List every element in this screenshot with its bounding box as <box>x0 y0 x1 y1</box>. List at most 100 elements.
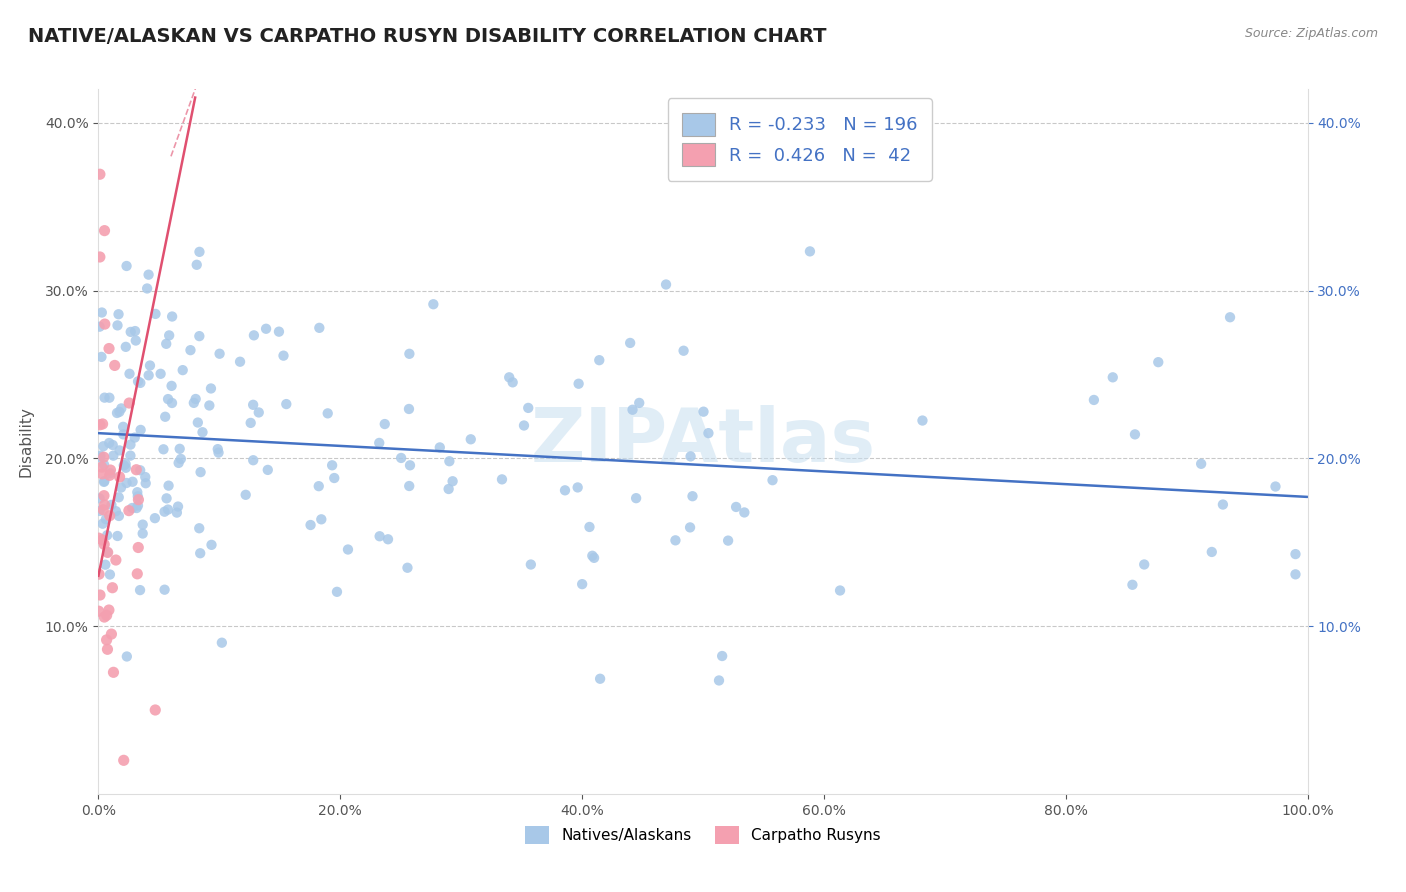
Point <box>188 521 211 535</box>
Point <box>588 353 610 368</box>
Point <box>568 376 591 391</box>
Point <box>761 473 783 487</box>
Point <box>93 498 115 512</box>
Point <box>87 531 110 545</box>
Point <box>108 470 131 484</box>
Point <box>127 375 149 389</box>
Point <box>517 401 540 415</box>
Point <box>502 376 524 390</box>
Point <box>104 359 127 373</box>
Point <box>396 560 419 574</box>
Point <box>398 347 420 361</box>
Point <box>578 520 600 534</box>
Point <box>276 397 298 411</box>
Point <box>139 359 162 373</box>
Point <box>120 449 142 463</box>
Point <box>157 478 180 492</box>
Point <box>155 336 177 351</box>
Point <box>134 470 156 484</box>
Point <box>1083 392 1105 407</box>
Point <box>1123 427 1146 442</box>
Point <box>323 471 346 485</box>
Point <box>136 281 159 295</box>
Point <box>93 450 115 464</box>
Point <box>1133 558 1156 572</box>
Point <box>207 442 229 457</box>
Point <box>98 467 121 481</box>
Point <box>1147 355 1170 369</box>
Point <box>98 391 121 405</box>
Point <box>1212 498 1234 512</box>
Point <box>132 517 155 532</box>
Point <box>389 450 412 465</box>
Point <box>571 577 593 591</box>
Point <box>520 558 543 572</box>
Point <box>127 485 149 500</box>
Point <box>692 405 714 419</box>
Point <box>107 529 129 543</box>
Point <box>89 588 111 602</box>
Point <box>422 297 444 311</box>
Point <box>1189 457 1212 471</box>
Point <box>299 518 322 533</box>
Point <box>129 423 152 437</box>
Point <box>491 472 513 486</box>
Point <box>316 406 339 420</box>
Point <box>326 584 349 599</box>
Point <box>131 526 153 541</box>
Point <box>87 567 110 582</box>
Point <box>208 347 231 361</box>
Point <box>437 482 460 496</box>
Point <box>167 500 190 514</box>
Point <box>166 506 188 520</box>
Point <box>160 396 183 410</box>
Point <box>439 454 461 468</box>
Point <box>93 610 115 624</box>
Point <box>96 608 118 623</box>
Point <box>368 436 391 450</box>
Point <box>91 417 114 431</box>
Point <box>153 582 176 597</box>
Point <box>628 396 651 410</box>
Point <box>93 537 115 551</box>
Point <box>167 456 190 470</box>
Point <box>153 505 176 519</box>
Point <box>94 558 117 572</box>
Point <box>308 321 330 335</box>
Point <box>107 307 129 321</box>
Point <box>156 502 179 516</box>
Point <box>697 426 720 441</box>
Point <box>336 542 359 557</box>
Point <box>93 224 115 238</box>
Point <box>1121 578 1143 592</box>
Point <box>115 475 138 490</box>
Point <box>589 672 612 686</box>
Point <box>679 520 702 534</box>
Point <box>368 529 391 543</box>
Point <box>207 445 229 459</box>
Point <box>664 533 686 548</box>
Point <box>179 343 201 358</box>
Point <box>118 396 141 410</box>
Point <box>172 363 194 377</box>
Point <box>242 398 264 412</box>
Point <box>90 350 112 364</box>
Point <box>89 491 111 506</box>
Point <box>513 418 536 433</box>
Point <box>725 500 748 514</box>
Point <box>169 442 191 456</box>
Point <box>124 324 146 338</box>
Point <box>103 665 125 680</box>
Point <box>129 463 152 477</box>
Point <box>155 491 177 506</box>
Point <box>97 545 120 559</box>
Point <box>135 476 157 491</box>
Point <box>624 491 647 505</box>
Point <box>399 458 422 473</box>
Point <box>89 167 111 181</box>
Point <box>711 648 734 663</box>
Point <box>655 277 678 292</box>
Point <box>583 550 606 565</box>
Point <box>200 538 222 552</box>
Point <box>120 437 142 451</box>
